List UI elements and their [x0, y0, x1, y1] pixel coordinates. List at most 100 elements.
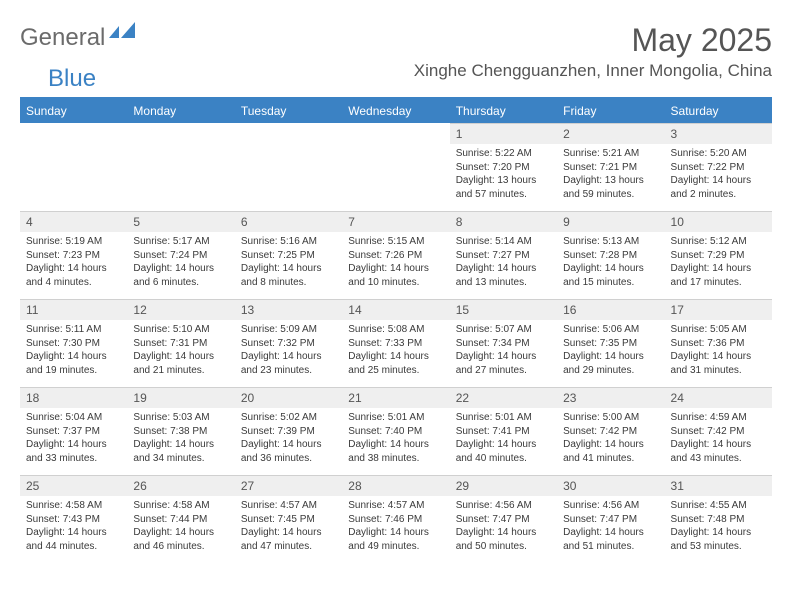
sunrise-text: Sunrise: 4:58 AM: [26, 499, 121, 513]
daylight-text: Daylight: 14 hours and 2 minutes.: [671, 174, 766, 201]
day-number: [127, 123, 234, 129]
sunset-text: Sunset: 7:47 PM: [563, 513, 658, 527]
sunrise-text: Sunrise: 5:09 AM: [241, 323, 336, 337]
calendar-day-cell: 14Sunrise: 5:08 AMSunset: 7:33 PMDayligh…: [342, 299, 449, 387]
day-number: 26: [127, 475, 234, 496]
calendar-day-cell: 16Sunrise: 5:06 AMSunset: 7:35 PMDayligh…: [557, 299, 664, 387]
sunrise-text: Sunrise: 5:19 AM: [26, 235, 121, 249]
daylight-text: Daylight: 14 hours and 53 minutes.: [671, 526, 766, 553]
day-details: Sunrise: 5:17 AMSunset: 7:24 PMDaylight:…: [127, 232, 234, 294]
day-details: Sunrise: 5:11 AMSunset: 7:30 PMDaylight:…: [20, 320, 127, 382]
daylight-text: Daylight: 14 hours and 21 minutes.: [133, 350, 228, 377]
weekday-header: Sunday: [20, 98, 127, 123]
sunset-text: Sunset: 7:45 PM: [241, 513, 336, 527]
sunrise-text: Sunrise: 4:59 AM: [671, 411, 766, 425]
daylight-text: Daylight: 14 hours and 41 minutes.: [563, 438, 658, 465]
calendar-day-cell: 23Sunrise: 5:00 AMSunset: 7:42 PMDayligh…: [557, 387, 664, 475]
daylight-text: Daylight: 14 hours and 25 minutes.: [348, 350, 443, 377]
daylight-text: Daylight: 14 hours and 43 minutes.: [671, 438, 766, 465]
day-number: 31: [665, 475, 772, 496]
sunset-text: Sunset: 7:43 PM: [26, 513, 121, 527]
sunset-text: Sunset: 7:21 PM: [563, 161, 658, 175]
calendar-body: 1Sunrise: 5:22 AMSunset: 7:20 PMDaylight…: [20, 123, 772, 563]
day-details: Sunrise: 4:57 AMSunset: 7:46 PMDaylight:…: [342, 496, 449, 558]
daylight-text: Daylight: 14 hours and 15 minutes.: [563, 262, 658, 289]
sunrise-text: Sunrise: 5:06 AM: [563, 323, 658, 337]
calendar-day-cell: 18Sunrise: 5:04 AMSunset: 7:37 PMDayligh…: [20, 387, 127, 475]
daylight-text: Daylight: 13 hours and 59 minutes.: [563, 174, 658, 201]
calendar-day-cell: 20Sunrise: 5:02 AMSunset: 7:39 PMDayligh…: [235, 387, 342, 475]
day-number: 25: [20, 475, 127, 496]
day-details: Sunrise: 5:01 AMSunset: 7:40 PMDaylight:…: [342, 408, 449, 470]
sunrise-text: Sunrise: 5:02 AM: [241, 411, 336, 425]
day-details: Sunrise: 5:14 AMSunset: 7:27 PMDaylight:…: [450, 232, 557, 294]
day-details: Sunrise: 5:16 AMSunset: 7:25 PMDaylight:…: [235, 232, 342, 294]
sunset-text: Sunset: 7:23 PM: [26, 249, 121, 263]
day-details: Sunrise: 5:07 AMSunset: 7:34 PMDaylight:…: [450, 320, 557, 382]
day-details: Sunrise: 5:09 AMSunset: 7:32 PMDaylight:…: [235, 320, 342, 382]
day-details: Sunrise: 5:15 AMSunset: 7:26 PMDaylight:…: [342, 232, 449, 294]
day-details: Sunrise: 5:06 AMSunset: 7:35 PMDaylight:…: [557, 320, 664, 382]
day-number: 22: [450, 387, 557, 408]
sunrise-text: Sunrise: 5:13 AM: [563, 235, 658, 249]
daylight-text: Daylight: 14 hours and 34 minutes.: [133, 438, 228, 465]
daylight-text: Daylight: 14 hours and 8 minutes.: [241, 262, 336, 289]
sunset-text: Sunset: 7:40 PM: [348, 425, 443, 439]
logo: General: [20, 26, 137, 50]
daylight-text: Daylight: 14 hours and 40 minutes.: [456, 438, 551, 465]
weekday-header: Thursday: [450, 98, 557, 123]
sunrise-text: Sunrise: 5:21 AM: [563, 147, 658, 161]
sunset-text: Sunset: 7:28 PM: [563, 249, 658, 263]
calendar-day-cell: 29Sunrise: 4:56 AMSunset: 7:47 PMDayligh…: [450, 475, 557, 563]
calendar-day-cell: 15Sunrise: 5:07 AMSunset: 7:34 PMDayligh…: [450, 299, 557, 387]
weekday-header: Monday: [127, 98, 234, 123]
sunrise-text: Sunrise: 4:55 AM: [671, 499, 766, 513]
day-number: 14: [342, 299, 449, 320]
day-details: Sunrise: 5:12 AMSunset: 7:29 PMDaylight:…: [665, 232, 772, 294]
calendar-day-cell: 17Sunrise: 5:05 AMSunset: 7:36 PMDayligh…: [665, 299, 772, 387]
calendar-week-row: 18Sunrise: 5:04 AMSunset: 7:37 PMDayligh…: [20, 387, 772, 475]
calendar-day-cell: 8Sunrise: 5:14 AMSunset: 7:27 PMDaylight…: [450, 211, 557, 299]
calendar-day-cell: 5Sunrise: 5:17 AMSunset: 7:24 PMDaylight…: [127, 211, 234, 299]
sunset-text: Sunset: 7:37 PM: [26, 425, 121, 439]
logo-word2: Blue: [48, 67, 96, 91]
weekday-header: Wednesday: [342, 98, 449, 123]
calendar-day-cell: 4Sunrise: 5:19 AMSunset: 7:23 PMDaylight…: [20, 211, 127, 299]
day-details: Sunrise: 5:03 AMSunset: 7:38 PMDaylight:…: [127, 408, 234, 470]
daylight-text: Daylight: 14 hours and 19 minutes.: [26, 350, 121, 377]
calendar-day-cell: 7Sunrise: 5:15 AMSunset: 7:26 PMDaylight…: [342, 211, 449, 299]
sunset-text: Sunset: 7:27 PM: [456, 249, 551, 263]
day-number: 8: [450, 211, 557, 232]
sunrise-text: Sunrise: 5:20 AM: [671, 147, 766, 161]
day-details: Sunrise: 5:05 AMSunset: 7:36 PMDaylight:…: [665, 320, 772, 382]
sunset-text: Sunset: 7:38 PM: [133, 425, 228, 439]
daylight-text: Daylight: 14 hours and 6 minutes.: [133, 262, 228, 289]
daylight-text: Daylight: 14 hours and 17 minutes.: [671, 262, 766, 289]
calendar-day-cell: 22Sunrise: 5:01 AMSunset: 7:41 PMDayligh…: [450, 387, 557, 475]
day-number: 29: [450, 475, 557, 496]
daylight-text: Daylight: 14 hours and 44 minutes.: [26, 526, 121, 553]
sunset-text: Sunset: 7:36 PM: [671, 337, 766, 351]
calendar-week-row: 25Sunrise: 4:58 AMSunset: 7:43 PMDayligh…: [20, 475, 772, 563]
day-number: [342, 123, 449, 129]
sunset-text: Sunset: 7:34 PM: [456, 337, 551, 351]
sunset-text: Sunset: 7:47 PM: [456, 513, 551, 527]
day-details: Sunrise: 5:04 AMSunset: 7:37 PMDaylight:…: [20, 408, 127, 470]
day-number: 28: [342, 475, 449, 496]
day-number: [20, 123, 127, 129]
title-block: May 2025 Xinghe Chengguanzhen, Inner Mon…: [414, 22, 772, 81]
calendar-day-cell: 1Sunrise: 5:22 AMSunset: 7:20 PMDaylight…: [450, 123, 557, 211]
daylight-text: Daylight: 14 hours and 49 minutes.: [348, 526, 443, 553]
sunset-text: Sunset: 7:46 PM: [348, 513, 443, 527]
daylight-text: Daylight: 14 hours and 31 minutes.: [671, 350, 766, 377]
calendar-table: Sunday Monday Tuesday Wednesday Thursday…: [20, 97, 772, 563]
daylight-text: Daylight: 14 hours and 10 minutes.: [348, 262, 443, 289]
location-text: Xinghe Chengguanzhen, Inner Mongolia, Ch…: [414, 61, 772, 81]
day-details: Sunrise: 5:00 AMSunset: 7:42 PMDaylight:…: [557, 408, 664, 470]
sunrise-text: Sunrise: 5:07 AM: [456, 323, 551, 337]
calendar-day-cell: 6Sunrise: 5:16 AMSunset: 7:25 PMDaylight…: [235, 211, 342, 299]
day-details: Sunrise: 5:21 AMSunset: 7:21 PMDaylight:…: [557, 144, 664, 206]
day-details: Sunrise: 4:59 AMSunset: 7:42 PMDaylight:…: [665, 408, 772, 470]
calendar-week-row: 11Sunrise: 5:11 AMSunset: 7:30 PMDayligh…: [20, 299, 772, 387]
sunset-text: Sunset: 7:31 PM: [133, 337, 228, 351]
